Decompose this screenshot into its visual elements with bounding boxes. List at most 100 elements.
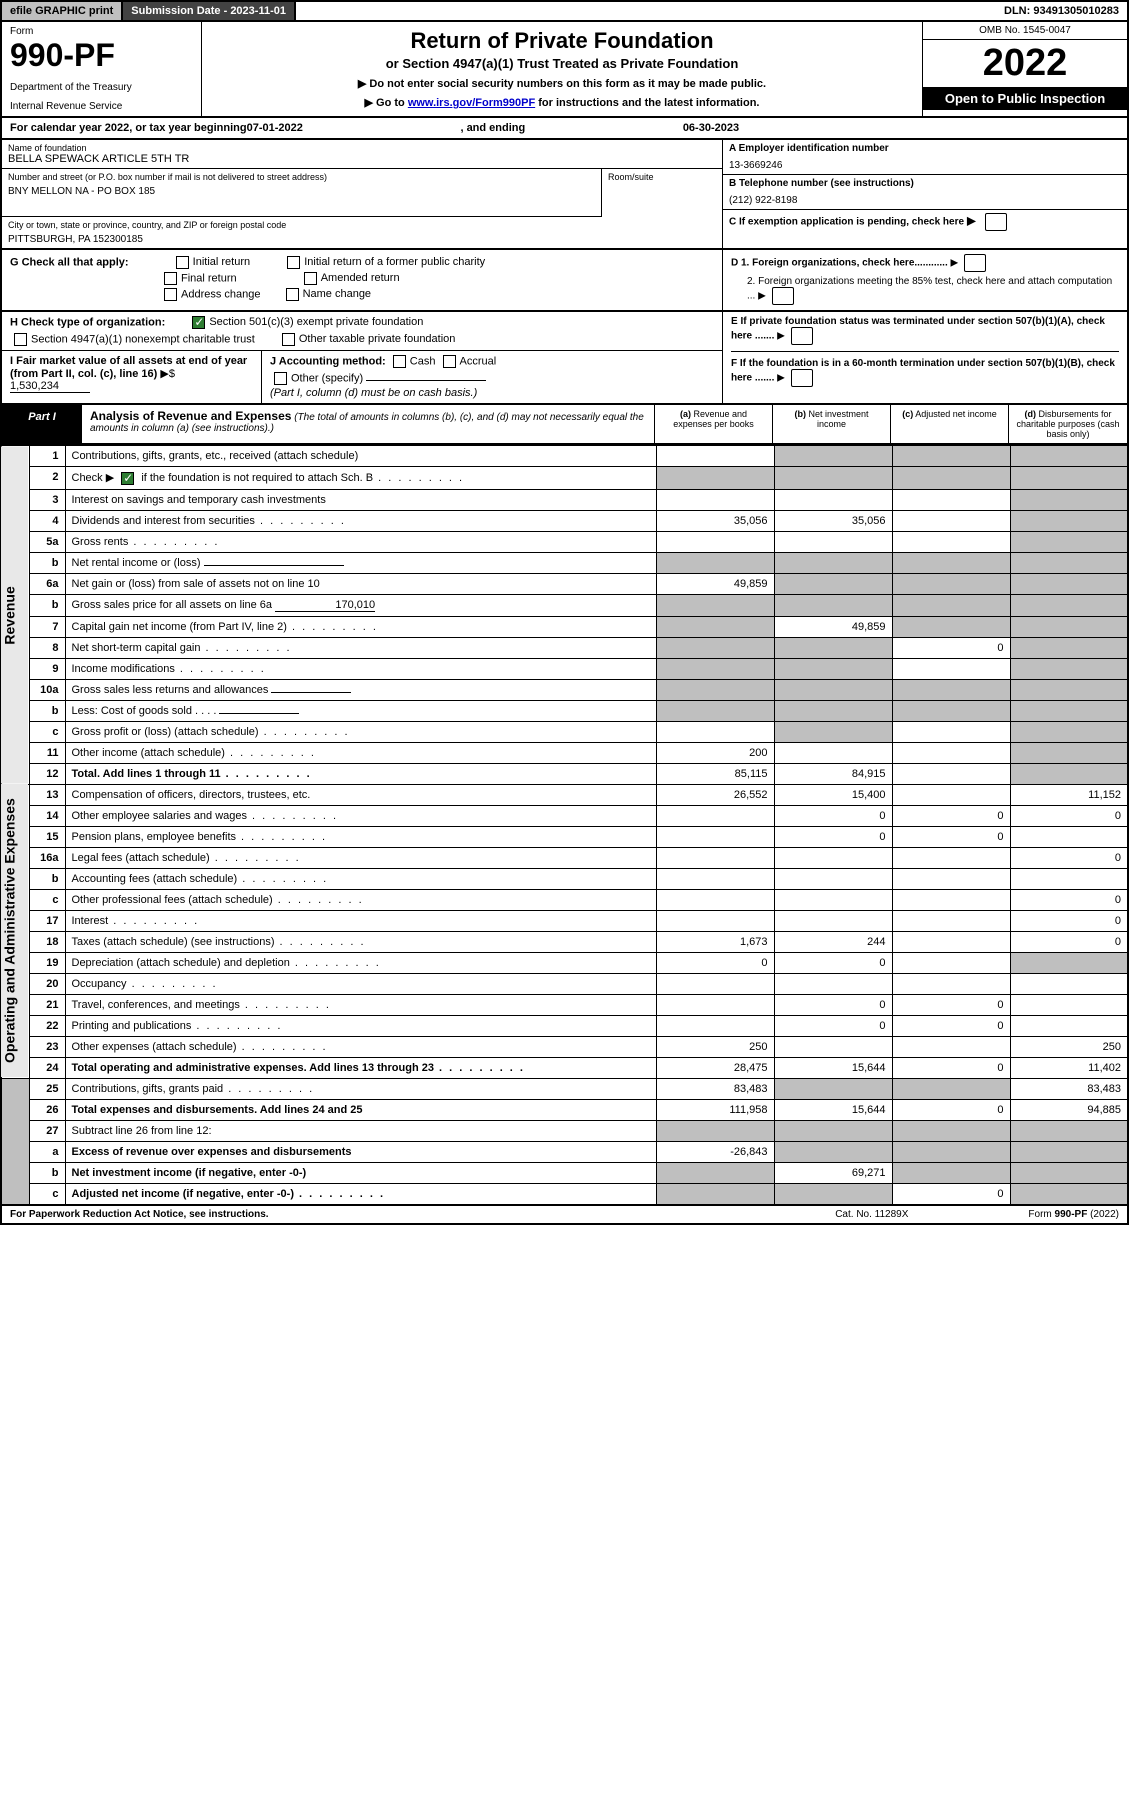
g-label: G Check all that apply:	[10, 256, 129, 268]
line-desc: Net short-term capital gain	[65, 637, 656, 658]
line-num: 2	[29, 467, 65, 490]
submission-date: Submission Date - 2023-11-01	[123, 2, 296, 20]
exemption-checkbox[interactable]	[985, 213, 1007, 231]
instr-pre: ▶ Go to	[365, 97, 408, 109]
section-g-d: G Check all that apply: Initial return I…	[0, 250, 1129, 312]
other-taxable-label: Other taxable private foundation	[299, 333, 456, 345]
address-change-checkbox[interactable]	[164, 288, 177, 301]
line-num: b	[29, 700, 65, 721]
cell-value: 111,958	[656, 1099, 774, 1120]
line-num: a	[29, 1141, 65, 1162]
f-checkbox[interactable]	[791, 369, 813, 387]
line-desc: Gross sales less returns and allowances	[65, 679, 656, 700]
form-number: 990-PF	[10, 37, 193, 74]
line-num: b	[29, 552, 65, 573]
cell-value: 0	[892, 1183, 1010, 1205]
line-num: 27	[29, 1120, 65, 1141]
line-num: 26	[29, 1099, 65, 1120]
calyear-mid: , and ending	[303, 122, 683, 134]
other-taxable-checkbox[interactable]	[282, 333, 295, 346]
e-checkbox[interactable]	[791, 327, 813, 345]
other-specify-input[interactable]	[366, 380, 486, 381]
initial-former-label: Initial return of a former public charit…	[304, 256, 485, 268]
line-desc: Dividends and interest from securities	[65, 510, 656, 531]
cell-value: 15,400	[774, 784, 892, 805]
cell-value: 1,673	[656, 931, 774, 952]
gross-sales-value: 170,010	[275, 599, 375, 612]
section-i: I Fair market value of all assets at end…	[2, 351, 262, 403]
line-desc: Interest on savings and temporary cash i…	[65, 489, 656, 510]
line-num: 13	[29, 784, 65, 805]
final-return-checkbox[interactable]	[164, 272, 177, 285]
line-num: 23	[29, 1036, 65, 1057]
info-right: A Employer identification number 13-3669…	[722, 140, 1127, 248]
instruction-link: ▶ Go to www.irs.gov/Form990PF for instru…	[208, 96, 916, 109]
cell-value: 0	[1010, 889, 1128, 910]
cell-value: -26,843	[656, 1141, 774, 1162]
cash-checkbox[interactable]	[393, 355, 406, 368]
foundation-info: Name of foundation BELLA SPEWACK ARTICLE…	[0, 140, 1129, 250]
j-label: J Accounting method:	[270, 355, 386, 367]
4947-checkbox[interactable]	[14, 333, 27, 346]
efile-print-button[interactable]: efile GRAPHIC print	[2, 2, 123, 20]
line-desc: Occupancy	[65, 973, 656, 994]
calyear-end: 06-30-2023	[683, 122, 739, 134]
cell-value: 200	[656, 742, 774, 763]
line-desc: Travel, conferences, and meetings	[65, 994, 656, 1015]
line-num: c	[29, 1183, 65, 1205]
line-desc: Other employee salaries and wages	[65, 805, 656, 826]
line-desc: Taxes (attach schedule) (see instruction…	[65, 931, 656, 952]
irs-link[interactable]: www.irs.gov/Form990PF	[408, 97, 535, 109]
line-desc: Adjusted net income (if negative, enter …	[65, 1183, 656, 1205]
city-cell: City or town, state or province, country…	[2, 217, 722, 248]
d2-checkbox[interactable]	[772, 287, 794, 305]
d1-checkbox[interactable]	[964, 254, 986, 272]
cell-value: 15,644	[774, 1099, 892, 1120]
cell-value: 83,483	[656, 1078, 774, 1099]
section-h-e: H Check type of organization: Section 50…	[0, 312, 1129, 405]
foundation-city: PITTSBURGH, PA 152300185	[8, 234, 716, 245]
line-desc: Other expenses (attach schedule)	[65, 1036, 656, 1057]
line-num: c	[29, 889, 65, 910]
hij-left: H Check type of organization: Section 50…	[2, 312, 722, 403]
cash-label: Cash	[410, 355, 436, 367]
line-num: 22	[29, 1015, 65, 1036]
line-desc: Gross profit or (loss) (attach schedule)	[65, 721, 656, 742]
line-desc: Capital gain net income (from Part IV, l…	[65, 616, 656, 637]
form-label: Form	[10, 26, 193, 37]
name-change-checkbox[interactable]	[286, 288, 299, 301]
calyear-pre: For calendar year 2022, or tax year begi…	[10, 122, 247, 134]
accrual-checkbox[interactable]	[443, 355, 456, 368]
line-desc: Less: Cost of goods sold . . . .	[65, 700, 656, 721]
schb-checkbox[interactable]	[121, 472, 134, 485]
cell-value: 0	[1010, 910, 1128, 931]
name-change-label: Name change	[303, 288, 372, 300]
initial-return-checkbox[interactable]	[176, 256, 189, 269]
other-method-checkbox[interactable]	[274, 372, 287, 385]
line-desc: Total operating and administrative expen…	[65, 1057, 656, 1078]
amended-checkbox[interactable]	[304, 272, 317, 285]
public-inspection: Open to Public Inspection	[923, 87, 1127, 110]
initial-former-checkbox[interactable]	[287, 256, 300, 269]
header-left: Form 990-PF Department of the Treasury I…	[2, 22, 202, 116]
line-num: 17	[29, 910, 65, 931]
501c3-checkbox[interactable]	[192, 316, 205, 329]
line-num: 16a	[29, 847, 65, 868]
tax-year: 2022	[923, 40, 1127, 87]
cell-value: 0	[656, 952, 774, 973]
cell	[656, 446, 774, 467]
room-cell: Room/suite	[602, 169, 722, 217]
instruction-ssn: ▶ Do not enter social security numbers o…	[208, 77, 916, 90]
form-header: Form 990-PF Department of the Treasury I…	[0, 22, 1129, 118]
d2-label: 2. Foreign organizations meeting the 85%…	[747, 276, 1112, 302]
line-desc: Net rental income or (loss)	[65, 552, 656, 573]
spacer	[739, 122, 1119, 134]
line-num: 9	[29, 658, 65, 679]
fmv-value: 1,530,234	[10, 380, 90, 393]
cell-value: 0	[892, 1099, 1010, 1120]
ein-cell: A Employer identification number 13-3669…	[723, 140, 1127, 175]
cell-value: 250	[1010, 1036, 1128, 1057]
header-center: Return of Private Foundation or Section …	[202, 22, 922, 116]
cell-value: 84,915	[774, 763, 892, 784]
section-j: J Accounting method: Cash Accrual Other …	[262, 351, 722, 403]
